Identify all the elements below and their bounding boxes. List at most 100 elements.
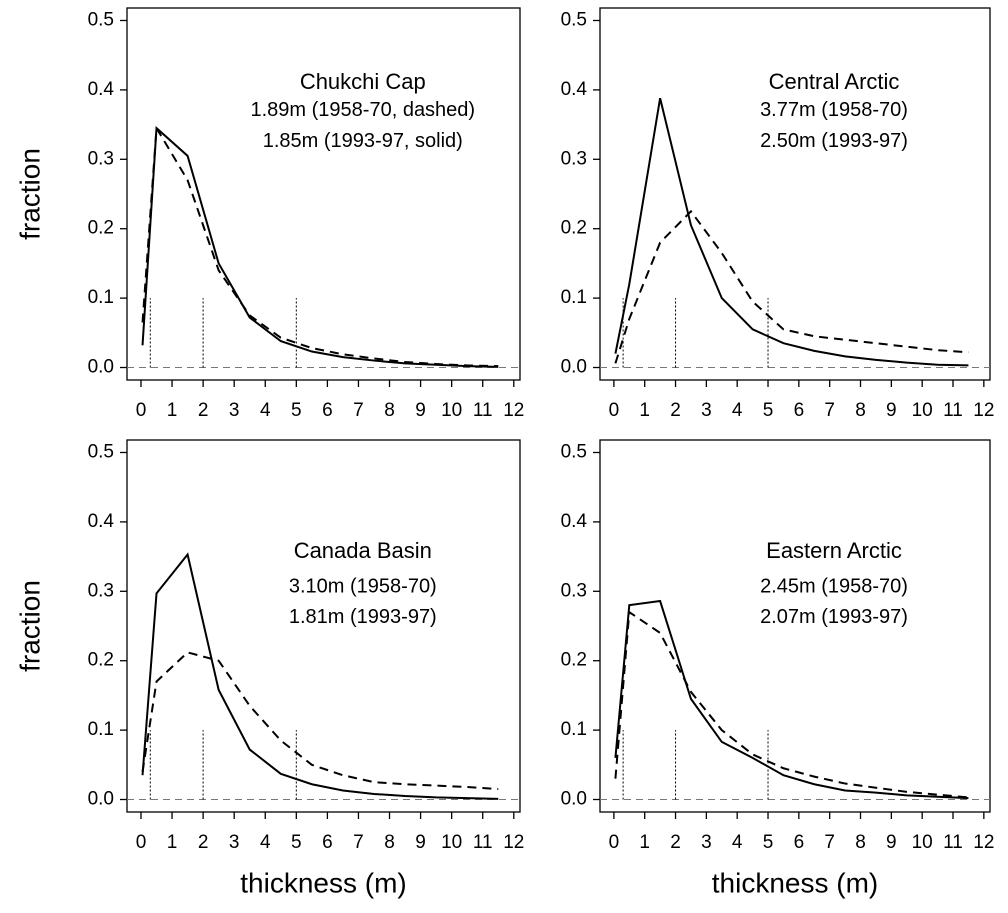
y-tick-label: 0.4 xyxy=(88,511,115,532)
line-solid xyxy=(141,552,499,800)
y-tick-label: 0.2 xyxy=(88,218,114,239)
panel-title: Central Arctic xyxy=(769,69,900,94)
x-tick-label: 11 xyxy=(473,400,493,421)
x-tick-label: 12 xyxy=(973,400,994,421)
x-tick-label: 6 xyxy=(794,832,805,853)
annotation: 1.81m (1993-97) xyxy=(289,606,437,628)
x-tick-label: 5 xyxy=(763,832,774,853)
y-tick-label: 0.3 xyxy=(88,580,114,601)
x-tick-label: 5 xyxy=(763,400,774,421)
x-axis-label: thickness (m) xyxy=(240,867,406,898)
x-tick-label: 0 xyxy=(136,400,147,421)
x-tick-label: 6 xyxy=(794,400,805,421)
y-tick-label: 0.2 xyxy=(88,650,114,671)
x-tick-label: 9 xyxy=(886,400,897,421)
plot-frame xyxy=(599,439,991,813)
x-tick-label: 3 xyxy=(229,400,240,421)
y-tick-label: 0.1 xyxy=(88,719,114,740)
y-tick-label: 0.0 xyxy=(561,789,587,810)
annotation: 1.89m (1958-70, dashed) xyxy=(251,99,476,121)
x-tick-label: 1 xyxy=(167,832,178,853)
x-tick-label: 12 xyxy=(503,832,524,853)
x-tick-label: 3 xyxy=(701,400,712,421)
line-solid xyxy=(614,599,969,800)
x-tick-label: 10 xyxy=(441,832,462,853)
panel-title: Eastern Arctic xyxy=(766,538,902,563)
x-tick-label: 7 xyxy=(353,400,364,421)
x-tick-label: 11 xyxy=(473,832,493,853)
annotation: 2.45m (1958-70) xyxy=(760,575,908,597)
y-axis-label: fraction xyxy=(14,580,45,672)
x-tick-label: 3 xyxy=(229,832,240,853)
x-tick-label: 9 xyxy=(415,400,426,421)
x-tick-label: 7 xyxy=(824,832,835,853)
y-tick-label: 0.4 xyxy=(561,79,588,100)
x-tick-label: 2 xyxy=(670,400,681,421)
y-tick-label: 0.4 xyxy=(88,79,115,100)
x-tick-label: 4 xyxy=(260,400,271,421)
x-tick-label: 8 xyxy=(855,400,866,421)
annotation: 1.85m (1993-97, solid) xyxy=(263,130,463,152)
x-tick-label: 8 xyxy=(384,832,395,853)
panel-title: Canada Basin xyxy=(294,538,432,563)
line-dashed xyxy=(141,124,499,368)
y-tick-label: 0.5 xyxy=(561,10,587,31)
x-tick-label: 12 xyxy=(973,832,994,853)
x-tick-label: 10 xyxy=(441,400,462,421)
x-tick-label: 11 xyxy=(943,832,963,853)
x-tick-label: 2 xyxy=(198,400,209,421)
y-tick-label: 0.0 xyxy=(88,789,114,810)
y-tick-label: 0.1 xyxy=(561,287,587,308)
x-tick-label: 11 xyxy=(943,400,963,421)
y-tick-label: 0.5 xyxy=(561,442,587,463)
plot-frame xyxy=(126,7,521,381)
x-tick-label: 6 xyxy=(322,832,333,853)
y-tick-label: 0.2 xyxy=(561,218,587,239)
x-tick-label: 1 xyxy=(639,832,650,853)
y-tick-label: 0.1 xyxy=(561,719,587,740)
x-tick-label: 2 xyxy=(670,832,681,853)
line-dashed xyxy=(614,610,969,799)
y-tick-label: 0.3 xyxy=(561,580,587,601)
x-tick-label: 6 xyxy=(322,400,333,421)
annotation: 2.50m (1993-97) xyxy=(760,130,908,152)
plot-frame xyxy=(599,7,991,381)
x-tick-label: 1 xyxy=(639,400,650,421)
x-tick-label: 10 xyxy=(912,832,933,853)
y-tick-label: 0.1 xyxy=(88,287,114,308)
x-tick-label: 7 xyxy=(353,832,364,853)
annotation: 3.10m (1958-70) xyxy=(289,575,437,597)
x-tick-label: 1 xyxy=(167,400,178,421)
x-tick-label: 7 xyxy=(824,400,835,421)
x-axis-label: thickness (m) xyxy=(712,867,878,898)
x-tick-label: 8 xyxy=(384,400,395,421)
x-tick-label: 4 xyxy=(260,832,271,853)
y-tick-label: 0.5 xyxy=(88,442,114,463)
y-axis-label: fraction xyxy=(14,148,45,240)
annotation: 2.07m (1993-97) xyxy=(760,606,908,628)
plot-frame xyxy=(126,439,521,813)
panel-title: Chukchi Cap xyxy=(300,69,426,94)
x-tick-label: 4 xyxy=(732,832,743,853)
line-solid xyxy=(614,97,969,367)
y-tick-label: 0.3 xyxy=(88,148,114,169)
line-dashed xyxy=(614,209,969,364)
x-tick-label: 2 xyxy=(198,832,209,853)
y-tick-label: 0.2 xyxy=(561,650,587,671)
x-tick-label: 5 xyxy=(291,400,302,421)
x-tick-label: 0 xyxy=(609,832,620,853)
y-tick-label: 0.3 xyxy=(561,148,587,169)
line-solid xyxy=(141,125,499,368)
line-dashed xyxy=(141,651,499,791)
x-tick-label: 10 xyxy=(912,400,933,421)
y-tick-label: 0.0 xyxy=(88,357,114,378)
x-tick-label: 8 xyxy=(855,832,866,853)
x-tick-label: 9 xyxy=(886,832,897,853)
annotation: 3.77m (1958-70) xyxy=(760,99,908,121)
x-tick-label: 12 xyxy=(503,400,524,421)
y-tick-label: 0.0 xyxy=(561,357,587,378)
x-tick-label: 0 xyxy=(609,400,620,421)
x-tick-label: 9 xyxy=(415,832,426,853)
y-tick-label: 0.4 xyxy=(561,511,588,532)
